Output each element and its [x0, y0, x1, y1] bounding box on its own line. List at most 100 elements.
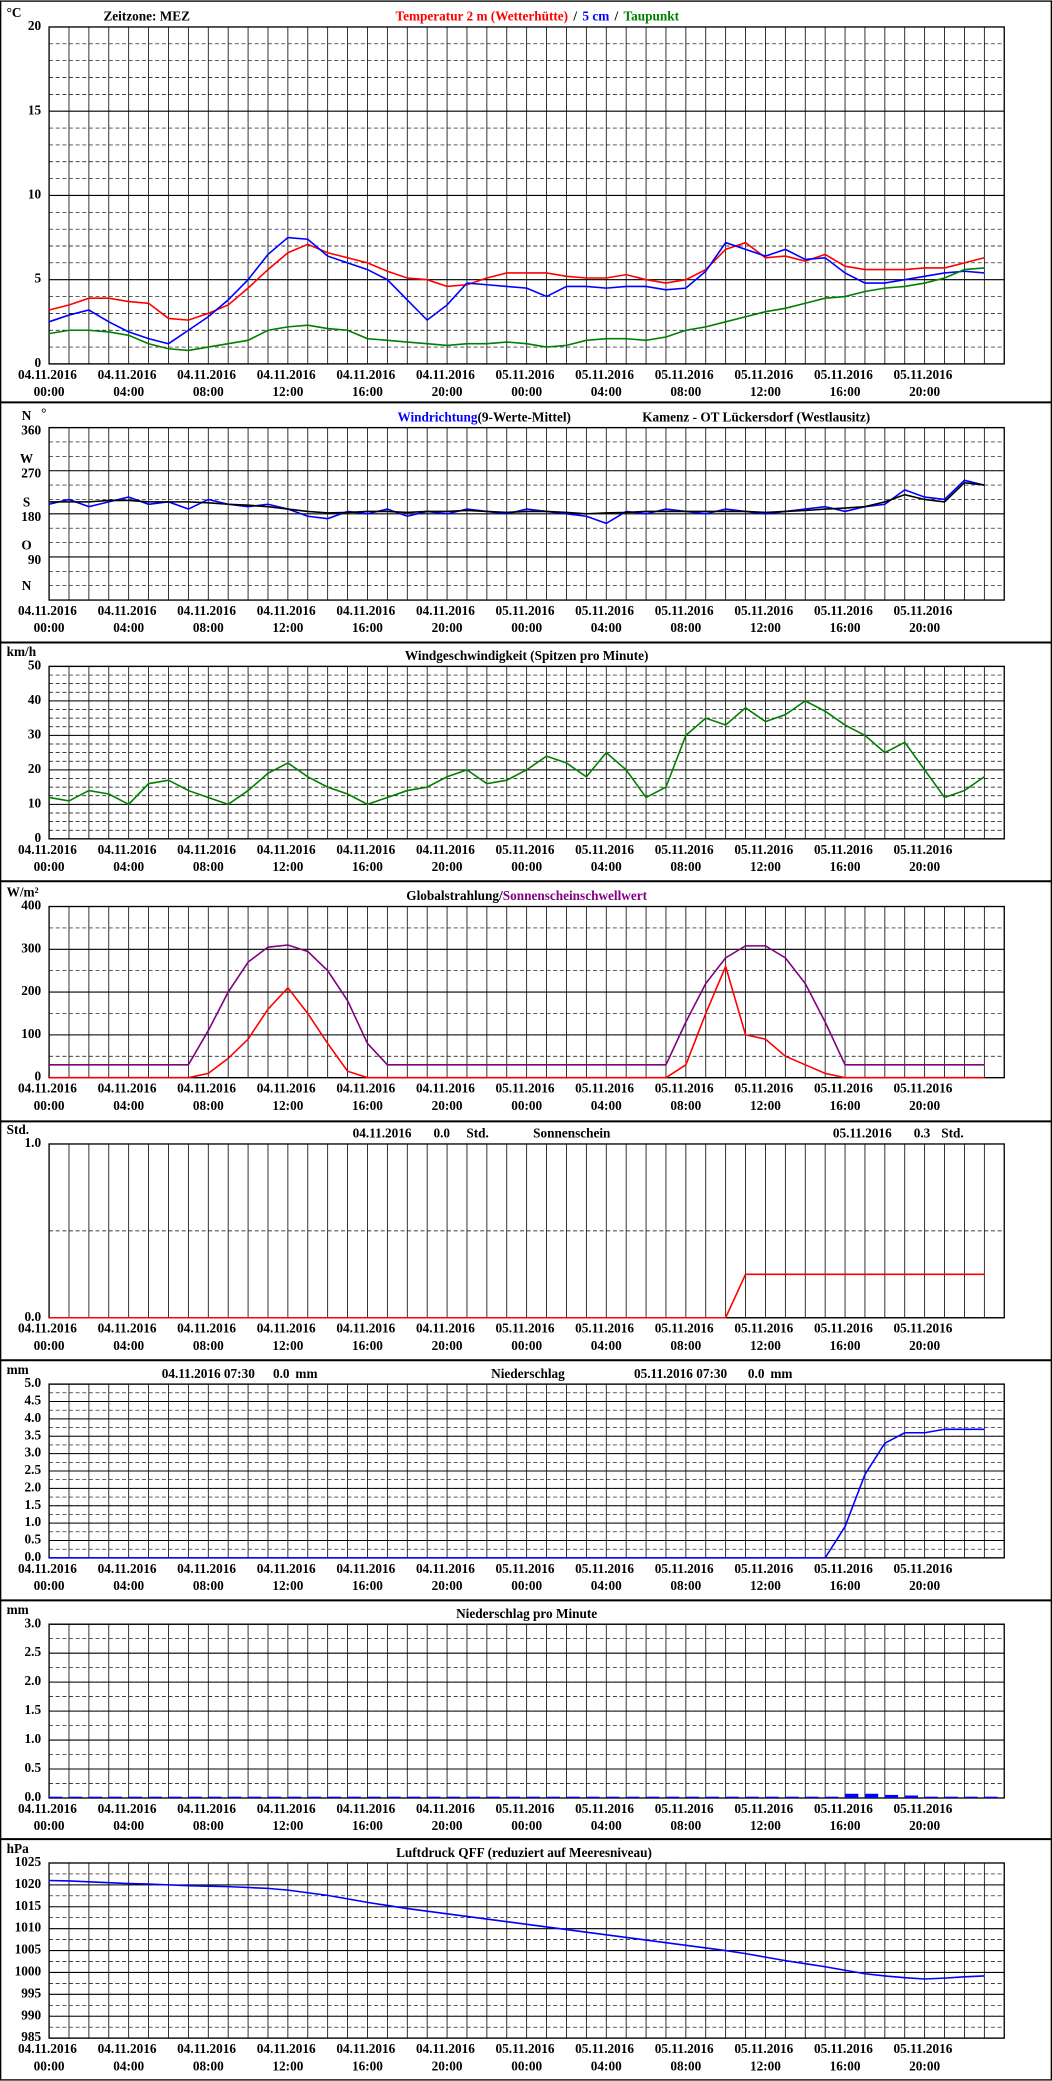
x-tick-time: 04:00 — [113, 620, 144, 635]
x-tick-time: 12:00 — [750, 2058, 781, 2073]
x-tick-label: 04.11.2016 04:00 — [98, 367, 160, 399]
x-tick-label: 05.11.2016 00:00 — [496, 1081, 558, 1113]
x-tick-label: 04.11.2016 16:00 — [336, 1321, 398, 1353]
x-tick-date: 04.11.2016 — [257, 367, 319, 382]
y-tick-label: 985 — [21, 2029, 41, 2044]
x-tick-time: 00:00 — [511, 2058, 542, 2073]
bar — [705, 1796, 720, 1798]
legend-entry: Sonnenscheinschwellwert — [503, 888, 648, 903]
x-tick-label: 05.11.2016 04:00 — [575, 367, 637, 399]
x-tick-date: 04.11.2016 — [257, 603, 319, 618]
x-tick-date: 04.11.2016 — [18, 842, 80, 857]
bar — [68, 1796, 83, 1798]
x-tick-label: 04.11.2016 16:00 — [336, 367, 398, 399]
x-tick-label: 05.11.2016 08:00 — [655, 842, 717, 874]
series-line — [49, 1273, 985, 1319]
y-tick-label: 0.5 — [25, 1760, 42, 1775]
series-line — [48, 267, 985, 352]
bar — [168, 1796, 182, 1798]
x-tick-label: 04.11.2016 08:00 — [177, 1081, 239, 1113]
unit-label: Std. — [7, 1122, 29, 1137]
x-tick-time: 20:00 — [909, 1818, 940, 1833]
x-tick-label: 05.11.2016 16:00 — [814, 1561, 876, 1593]
bar — [367, 1796, 381, 1798]
x-tick-label: 05.11.2016 04:00 — [575, 1561, 637, 1593]
x-tick-date: 04.11.2016 — [416, 1561, 478, 1576]
x-tick-date: 05.11.2016 — [814, 1561, 876, 1576]
x-tick-date: 04.11.2016 — [416, 842, 478, 857]
x-tick-time: 00:00 — [511, 1818, 542, 1833]
x-tick-label: 05.11.2016 12:00 — [734, 842, 796, 874]
x-tick-date: 05.11.2016 — [575, 1081, 637, 1096]
bar — [765, 1796, 779, 1798]
x-tick-label: 04.11.2016 12:00 — [257, 367, 319, 399]
x-tick-date: 05.11.2016 — [894, 842, 956, 857]
x-tick-time: 04:00 — [113, 1338, 144, 1353]
x-tick-time: 12:00 — [272, 1578, 303, 1593]
x-tick-date: 04.11.2016 — [416, 603, 478, 618]
x-tick-time: 04:00 — [113, 1098, 144, 1113]
x-tick-label: 04.11.2016 16:00 — [336, 1801, 398, 1833]
x-tick-label: 04.11.2016 20:00 — [416, 367, 478, 399]
x-tick-date: 05.11.2016 — [894, 1081, 956, 1096]
summary-unit: mm — [295, 1366, 317, 1381]
x-tick-time: 20:00 — [909, 620, 940, 635]
bar — [566, 1796, 580, 1798]
x-tick-time: 04:00 — [113, 2058, 144, 2073]
x-tick-label: 04.11.2016 12:00 — [257, 603, 319, 635]
x-tick-label: 05.11.2016 00:00 — [496, 842, 558, 874]
bar — [745, 1796, 759, 1798]
x-tick-label: 04.11.2016 20:00 — [416, 1561, 478, 1593]
y-tick-label: 1010 — [15, 1920, 42, 1935]
y-tick-label: 360 — [21, 423, 41, 438]
bar — [287, 1796, 302, 1798]
y-tick-label: 1015 — [15, 1898, 42, 1913]
summary-date: 04.11.2016 — [353, 1126, 412, 1141]
x-tick-time: 16:00 — [830, 384, 861, 399]
bar — [546, 1796, 560, 1798]
x-tick-time: 08:00 — [193, 859, 224, 874]
x-tick-label: 04.11.2016 00:00 — [18, 1801, 80, 1833]
x-tick-time: 16:00 — [830, 1338, 861, 1353]
bar — [506, 1796, 521, 1798]
y-tick-label: 1.0 — [25, 1514, 42, 1529]
x-tick-time: 00:00 — [34, 384, 65, 399]
x-tick-time: 16:00 — [352, 1338, 383, 1353]
x-tick-date: 05.11.2016 — [814, 1081, 876, 1096]
x-tick-time: 04:00 — [113, 1818, 144, 1833]
summary-unit: Std. — [466, 1126, 488, 1141]
x-tick-time: 00:00 — [511, 1098, 542, 1113]
x-tick-time: 04:00 — [591, 859, 622, 874]
bar — [646, 1796, 660, 1798]
x-tick-date: 05.11.2016 — [814, 2041, 876, 2056]
x-tick-label: 05.11.2016 00:00 — [496, 1801, 558, 1833]
x-tick-label: 05.11.2016 20:00 — [894, 1801, 956, 1833]
x-tick-time: 12:00 — [272, 859, 303, 874]
x-tick-date: 05.11.2016 — [575, 842, 637, 857]
unit-label: °C — [7, 5, 22, 20]
x-tick-time: 08:00 — [670, 2058, 701, 2073]
x-tick-time: 04:00 — [591, 2058, 622, 2073]
x-tick-label: 05.11.2016 20:00 — [894, 367, 956, 399]
x-tick-label: 05.11.2016 16:00 — [814, 2041, 876, 2073]
x-tick-label: 04.11.2016 04:00 — [98, 1081, 160, 1113]
direction-label: W — [20, 451, 34, 466]
y-tick-label: 995 — [21, 1985, 41, 2000]
x-tick-label: 04.11.2016 16:00 — [336, 2041, 398, 2073]
x-tick-date: 04.11.2016 — [336, 2041, 398, 2056]
x-tick-date: 04.11.2016 — [336, 1561, 398, 1576]
x-tick-time: 12:00 — [750, 1338, 781, 1353]
x-tick-time: 00:00 — [511, 859, 542, 874]
x-tick-label: 04.11.2016 04:00 — [98, 1801, 160, 1833]
x-tick-time: 00:00 — [34, 2058, 65, 2073]
x-tick-time: 04:00 — [591, 1098, 622, 1113]
x-tick-label: 04.11.2016 00:00 — [18, 1561, 80, 1593]
bar — [267, 1796, 282, 1798]
bar — [884, 1794, 899, 1798]
bar — [944, 1796, 958, 1798]
chart-title: Niederschlag — [491, 1366, 565, 1381]
x-tick-time: 12:00 — [750, 620, 781, 635]
x-tick-date: 04.11.2016 — [18, 1081, 80, 1096]
x-tick-time: 08:00 — [670, 384, 701, 399]
legend-entry: Globalstrahlung — [406, 888, 499, 903]
